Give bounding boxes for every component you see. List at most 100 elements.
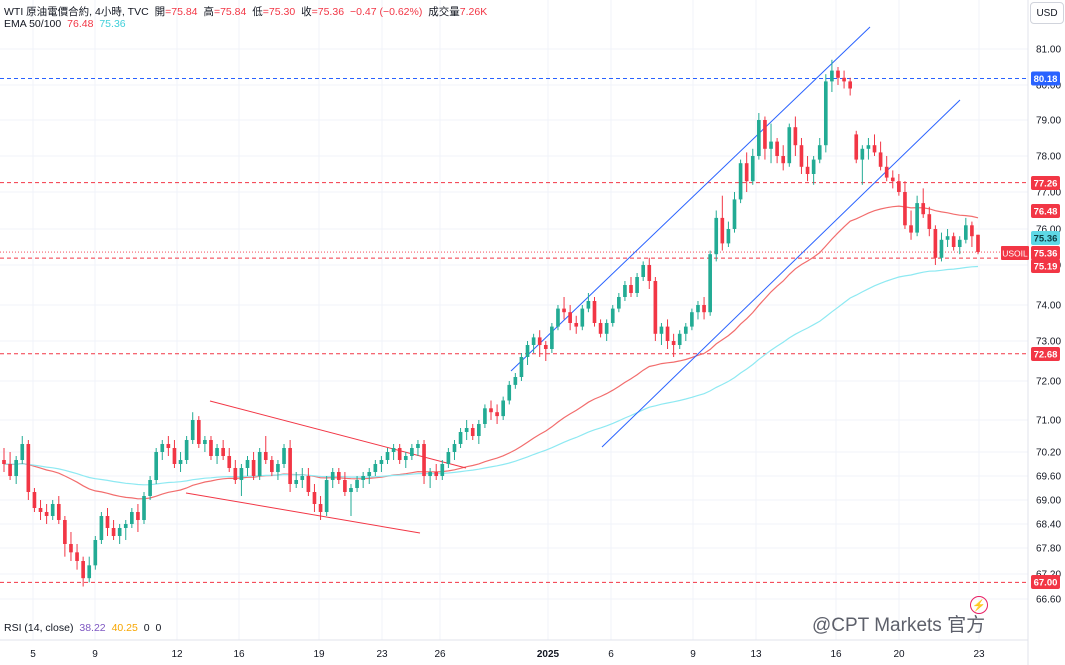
candle xyxy=(215,444,219,464)
candle xyxy=(513,373,518,389)
candle-body xyxy=(282,448,286,464)
candle xyxy=(738,159,743,204)
candle xyxy=(294,472,299,488)
candle-body xyxy=(14,460,19,476)
candle-body xyxy=(757,120,761,156)
candle-body xyxy=(799,145,804,167)
candle-body xyxy=(2,460,6,464)
candle-body xyxy=(763,120,767,149)
candle xyxy=(142,492,146,524)
price-label: 75.19 xyxy=(1031,259,1060,273)
candle xyxy=(312,484,317,512)
candle-body xyxy=(933,229,938,258)
candle-body xyxy=(428,472,432,476)
candle xyxy=(976,234,980,255)
candle-body xyxy=(921,203,926,215)
candle-body xyxy=(653,281,658,334)
candle-body xyxy=(324,480,329,512)
candle xyxy=(38,500,43,520)
bolt-icon[interactable]: ⚡ xyxy=(970,596,988,614)
rsi-header[interactable]: RSI (14, close) 38.22 40.25 0 0 xyxy=(4,622,164,634)
candle-body xyxy=(702,305,706,313)
y-tick-label: 66.60 xyxy=(1036,595,1061,606)
candle xyxy=(117,524,122,544)
candle xyxy=(282,444,286,468)
rsi-upper-value: 0 xyxy=(143,622,150,634)
candle-body xyxy=(915,203,919,233)
y-tick-label: 73.00 xyxy=(1036,337,1061,348)
candle xyxy=(154,448,159,484)
symbol-tag-text: USOIL xyxy=(1002,249,1028,259)
candle-body xyxy=(531,337,536,345)
candle-body xyxy=(26,444,31,492)
candle xyxy=(970,221,974,247)
candle-body xyxy=(470,428,475,436)
candle-body xyxy=(683,326,688,334)
candle-body xyxy=(257,452,262,476)
candle-body xyxy=(963,225,968,240)
x-tick-label: 20 xyxy=(893,649,905,660)
candle xyxy=(343,472,347,496)
candle xyxy=(166,436,171,456)
candle xyxy=(196,416,201,448)
candle xyxy=(732,192,737,233)
candle-body xyxy=(677,333,682,345)
candle xyxy=(221,440,225,460)
candle-body xyxy=(775,141,779,156)
candle-body xyxy=(166,444,171,448)
candle xyxy=(586,293,591,313)
symbol-tag xyxy=(1001,246,1029,260)
y-tick-label: 69.00 xyxy=(1036,496,1061,507)
candle-body xyxy=(422,444,426,476)
candle-body xyxy=(574,323,579,327)
candle xyxy=(361,472,365,488)
candle-body xyxy=(32,492,37,508)
candle xyxy=(483,404,487,428)
candle-body xyxy=(111,528,116,536)
candle xyxy=(598,319,603,338)
price-label: 72.68 xyxy=(1031,347,1060,361)
candle xyxy=(757,113,761,160)
ema50-line xyxy=(3,205,979,500)
candle-body xyxy=(349,488,353,492)
candle-body xyxy=(105,516,110,528)
candle xyxy=(257,448,262,480)
close-label: 收 xyxy=(301,6,312,18)
candle xyxy=(854,130,859,164)
candle-body xyxy=(842,77,846,82)
y-tick-label: 70.20 xyxy=(1036,448,1061,459)
candle-body xyxy=(56,504,61,520)
candle xyxy=(543,341,548,361)
candle-body xyxy=(787,127,792,164)
candle xyxy=(897,174,901,196)
candle-body xyxy=(330,472,335,480)
symbol-title[interactable]: WTI 原油電價合約, 4小時, TVC xyxy=(4,6,149,18)
candle xyxy=(476,420,481,444)
candle-body xyxy=(970,225,974,237)
ema-header[interactable]: EMA 50/100 76.48 75.36 xyxy=(4,18,129,30)
trendlines xyxy=(185,26,961,534)
candle-body xyxy=(592,301,597,323)
low-value: =75.30 xyxy=(262,6,296,18)
candle xyxy=(373,460,378,476)
candle xyxy=(336,468,341,484)
candle-body xyxy=(543,345,548,349)
candle xyxy=(190,412,195,444)
candle-body xyxy=(513,377,518,385)
currency-button[interactable]: USD xyxy=(1030,2,1064,24)
time-axis[interactable]: 5 9 12 16 19 23 26 2025 6 9 13 16 20 23 xyxy=(30,649,985,660)
candle-body xyxy=(148,480,152,496)
price-axis[interactable]: 81.0080.0079.0078.0077.0076.0075.0074.00… xyxy=(1036,45,1061,606)
candle xyxy=(860,145,865,185)
candle xyxy=(20,436,25,464)
candle-body xyxy=(866,145,871,149)
candle xyxy=(604,319,609,341)
candle xyxy=(617,293,621,313)
candle xyxy=(823,74,828,153)
candle xyxy=(744,152,749,192)
candle-body xyxy=(343,480,347,492)
x-tick-label: 26 xyxy=(434,649,446,660)
price-label-bg xyxy=(1031,231,1060,245)
candle-body xyxy=(903,192,907,226)
